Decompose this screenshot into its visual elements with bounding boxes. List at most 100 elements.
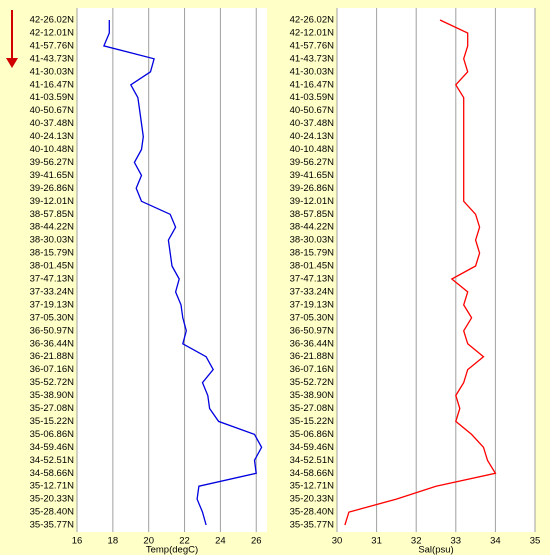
y-tick-label: 36-07.16N [30, 364, 75, 375]
y-tick-label: 38-44.22N [30, 222, 75, 233]
y-tick-label: 35-35.77N [30, 520, 75, 531]
y-tick-label: 39-41.65N [30, 170, 75, 181]
y-tick-label: 38-15.79N [30, 248, 75, 259]
y-tick-label: 38-57.85N [290, 209, 335, 220]
x-tick-label: 18 [108, 536, 119, 547]
arrow-head [6, 58, 18, 68]
y-tick-label: 37-19.13N [290, 299, 335, 310]
y-tick-label: 34-52.51N [290, 455, 335, 466]
x-tick-label: 34 [490, 536, 501, 547]
y-tick-label: 37-47.13N [290, 274, 335, 285]
y-tick-label: 36-21.88N [290, 351, 335, 362]
y-tick-label: 42-12.01N [30, 27, 75, 38]
y-tick-label: 35-06.86N [30, 429, 75, 440]
y-tick-label: 36-50.97N [30, 325, 75, 336]
y-tick-label: 37-33.24N [30, 286, 75, 297]
y-tick-label: 41-16.47N [30, 79, 75, 90]
y-tick-label: 36-36.44N [30, 338, 75, 349]
x-tick-label: 24 [215, 536, 226, 547]
y-tick-label: 41-43.73N [30, 53, 75, 64]
y-tick-label: 37-19.13N [30, 299, 75, 310]
y-tick-label: 36-36.44N [290, 338, 335, 349]
y-tick-label: 41-30.03N [290, 66, 335, 77]
y-tick-label: 38-15.79N [290, 248, 335, 259]
y-tick-label: 38-30.03N [30, 235, 75, 246]
plot-area [337, 8, 535, 532]
y-tick-label: 35-27.08N [290, 403, 335, 414]
y-tick-label: 41-03.59N [290, 92, 335, 103]
data-line [344, 19, 497, 526]
y-tick-label: 35-15.22N [290, 416, 335, 427]
y-tick-label: 34-58.66N [290, 468, 335, 479]
y-tick-label: 36-21.88N [30, 351, 75, 362]
y-tick-label: 35-12.71N [290, 481, 335, 492]
y-tick-label: 35-52.72N [30, 377, 75, 388]
x-tick-label: 26 [251, 536, 262, 547]
y-tick-label: 35-15.22N [30, 416, 75, 427]
y-tick-label: 40-24.13N [30, 131, 75, 142]
y-tick-label: 38-57.85N [30, 209, 75, 220]
y-tick-label: 39-12.01N [30, 196, 75, 207]
y-tick-label: 36-07.16N [290, 364, 335, 375]
y-tick-label: 36-50.97N [290, 325, 335, 336]
y-tick-label: 42-26.02N [30, 15, 75, 26]
y-tick-label: 39-41.65N [290, 170, 335, 181]
direction-arrow [6, 10, 18, 68]
x-tick-label: 30 [332, 536, 343, 547]
y-tick-label: 40-37.48N [290, 118, 335, 129]
y-tick-label: 41-57.76N [290, 40, 335, 51]
y-tick-label: 40-10.48N [290, 144, 335, 155]
y-tick-label: 34-59.46N [290, 442, 335, 453]
y-tick-label: 40-50.67N [30, 105, 75, 116]
y-tick-label: 35-27.08N [30, 403, 75, 414]
data-line [103, 20, 263, 526]
y-tick-label: 38-44.22N [290, 222, 335, 233]
y-tick-label: 35-35.77N [290, 520, 335, 531]
y-tick-label: 35-12.71N [30, 481, 75, 492]
y-tick-label: 37-05.30N [30, 312, 75, 323]
y-tick-label: 34-59.46N [30, 442, 75, 453]
y-tick-label: 39-26.86N [290, 183, 335, 194]
y-tick-label: 35-28.40N [290, 507, 335, 518]
y-tick-label: 35-52.72N [290, 377, 335, 388]
y-tick-label: 37-05.30N [290, 312, 335, 323]
y-tick-label: 40-10.48N [30, 144, 75, 155]
y-tick-label: 41-57.76N [30, 40, 75, 51]
plot-area [77, 8, 267, 532]
x-tick-label: 20 [143, 536, 154, 547]
x-tick-label: 31 [371, 536, 382, 547]
y-tick-label: 39-56.27N [290, 157, 335, 168]
y-tick-label: 38-01.45N [290, 261, 335, 272]
y-tick-label: 35-20.33N [290, 494, 335, 505]
x-axis-label: Sal(psu) [418, 545, 453, 555]
y-tick-label: 40-24.13N [290, 131, 335, 142]
x-tick-label: 33 [451, 536, 462, 547]
y-tick-label: 35-28.40N [30, 507, 75, 518]
y-tick-label: 34-58.66N [30, 468, 75, 479]
y-tick-label: 41-43.73N [290, 53, 335, 64]
y-tick-label: 35-20.33N [30, 494, 75, 505]
y-tick-label: 42-12.01N [290, 27, 335, 38]
y-tick-label: 34-52.51N [30, 455, 75, 466]
y-tick-label: 40-37.48N [30, 118, 75, 129]
y-tick-label: 35-38.90N [290, 390, 335, 401]
x-tick-label: 35 [530, 536, 541, 547]
y-tick-label: 41-30.03N [30, 66, 75, 77]
y-tick-label: 41-03.59N [30, 92, 75, 103]
y-tick-label: 38-30.03N [290, 235, 335, 246]
x-tick-label: 32 [411, 536, 422, 547]
y-tick-label: 42-26.02N [290, 15, 335, 26]
y-tick-label: 39-56.27N [30, 157, 75, 168]
y-tick-label: 38-01.45N [30, 261, 75, 272]
y-tick-label: 35-38.90N [30, 390, 75, 401]
y-tick-label: 39-26.86N [30, 183, 75, 194]
y-tick-label: 37-33.24N [290, 286, 335, 297]
y-tick-label: 40-50.67N [290, 105, 335, 116]
x-tick-label: 16 [72, 536, 83, 547]
y-tick-label: 41-16.47N [290, 79, 335, 90]
x-tick-label: 22 [179, 536, 190, 547]
y-tick-label: 39-12.01N [290, 196, 335, 207]
y-tick-label: 37-47.13N [30, 274, 75, 285]
x-axis-label: Temp(degC) [146, 545, 198, 555]
